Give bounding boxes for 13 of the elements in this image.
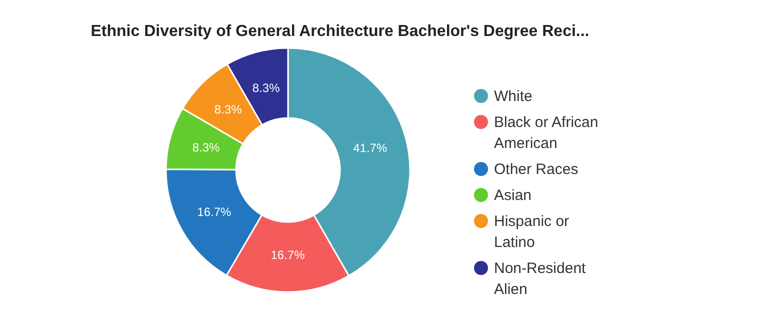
legend-label: Non-Resident Alien bbox=[494, 260, 587, 298]
legend-label: White bbox=[494, 88, 532, 105]
data-label: 8.3% bbox=[252, 80, 280, 95]
data-label: 8.3% bbox=[214, 102, 242, 117]
legend-label: Asian bbox=[494, 187, 532, 204]
data-label: 16.7% bbox=[270, 248, 306, 262]
data-label: 16.7% bbox=[197, 205, 232, 220]
legend-label: Other Races bbox=[494, 161, 578, 178]
legend-label: Hispanic or Latino bbox=[494, 213, 570, 251]
data-label: 41.7% bbox=[353, 141, 388, 156]
chart-title: Ethnic Diversity of General Architecture Bachelor's Degree Reci... bbox=[90, 23, 590, 40]
legend-label: Black or African American bbox=[494, 114, 598, 152]
data-label: 8.3% bbox=[192, 140, 220, 155]
